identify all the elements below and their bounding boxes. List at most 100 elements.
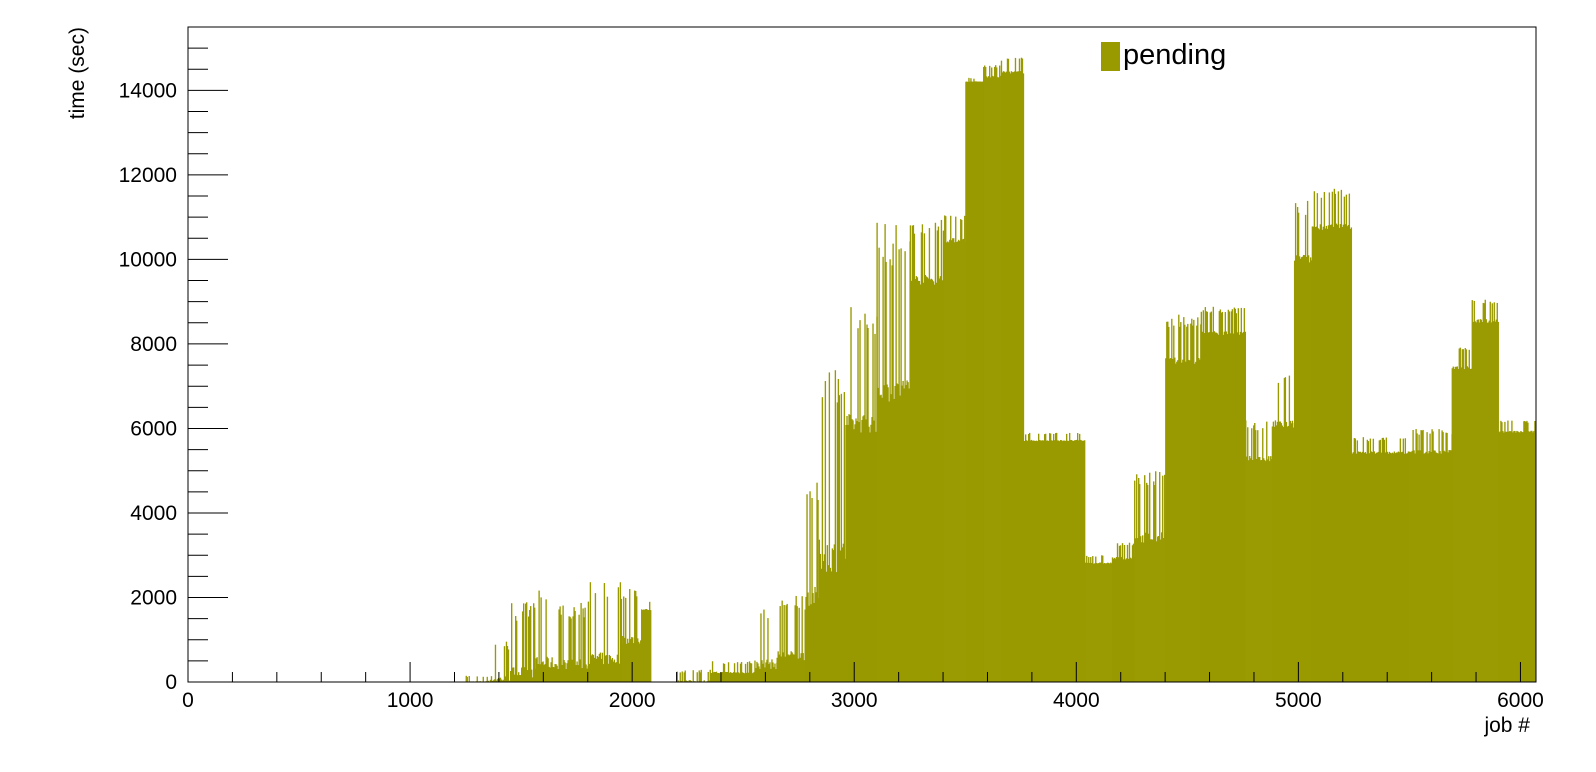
bar: [499, 677, 502, 682]
bar: [994, 66, 996, 683]
bar: [1168, 326, 1170, 682]
bar: [1055, 433, 1057, 682]
bar: [1254, 422, 1256, 682]
bar: [530, 606, 532, 682]
bar: [1250, 458, 1252, 682]
bar: [1426, 432, 1428, 682]
bar: [1230, 311, 1233, 682]
bar: [1510, 431, 1512, 682]
bar: [1348, 193, 1351, 683]
bar: [864, 313, 866, 682]
bar: [1013, 71, 1016, 682]
bar: [553, 667, 555, 682]
bar: [1129, 557, 1132, 682]
bar: [1387, 453, 1390, 682]
bar: [1117, 557, 1120, 682]
bar: [763, 609, 765, 682]
bar: [740, 662, 743, 682]
bar: [1173, 325, 1175, 682]
bar: [1163, 538, 1165, 682]
bar: [1214, 332, 1217, 682]
bar: [1470, 368, 1472, 682]
bar: [1069, 432, 1071, 682]
bar: [832, 550, 835, 682]
bar: [1464, 348, 1466, 682]
bar: [862, 416, 864, 682]
bar: [820, 568, 823, 682]
bar-segment: [1084, 555, 1113, 682]
bar: [1277, 382, 1280, 682]
bar: [547, 658, 549, 682]
bar: [1028, 433, 1030, 682]
bar: [1003, 71, 1006, 683]
bar: [1292, 427, 1295, 682]
bar: [554, 664, 556, 682]
bar: [1396, 452, 1399, 682]
bar: [1380, 452, 1383, 682]
bar: [1403, 453, 1406, 682]
bar: [1288, 375, 1291, 682]
bar: [634, 590, 636, 682]
bar: [1089, 562, 1091, 682]
bar: [921, 224, 924, 683]
legend-label-pending: pending: [1123, 39, 1226, 71]
bar: [1079, 433, 1081, 682]
bar: [853, 429, 855, 682]
bar: [1362, 437, 1365, 682]
bar: [775, 669, 777, 682]
bar: [1338, 227, 1341, 682]
bar: [1246, 456, 1248, 682]
bar: [1353, 438, 1356, 682]
bar: [1468, 349, 1470, 682]
bar: [1212, 306, 1215, 682]
bar: [1057, 440, 1059, 682]
bar: [1000, 75, 1002, 683]
bar: [972, 81, 974, 682]
plot-frame: [187, 26, 1537, 683]
bar-segment: [621, 589, 642, 682]
bar: [935, 282, 938, 682]
bar: [1473, 300, 1475, 682]
bar: [539, 664, 541, 682]
bar: [1140, 536, 1142, 682]
bar: [1107, 562, 1109, 682]
bar: [1504, 421, 1506, 682]
bar: [1134, 480, 1136, 682]
bar: [792, 654, 794, 682]
bar: [859, 320, 861, 682]
bar: [1121, 543, 1124, 682]
bar: [1018, 58, 1021, 683]
bar: [1106, 563, 1108, 682]
bar: [620, 598, 623, 682]
bar: [1477, 319, 1479, 682]
bar-segment: [754, 609, 778, 682]
bar: [1185, 361, 1187, 682]
bar: [1372, 438, 1375, 682]
bar: [1483, 303, 1485, 682]
bar: [827, 565, 830, 682]
bar: [1531, 430, 1533, 682]
bar: [1418, 434, 1420, 682]
bar: [1145, 532, 1147, 682]
bar: [1345, 194, 1348, 682]
bar: [1400, 452, 1403, 682]
bar: [1090, 557, 1092, 682]
bar: [502, 679, 505, 682]
bar: [858, 422, 860, 682]
bar: [1166, 321, 1168, 682]
bar: [1093, 563, 1095, 682]
bar: [849, 414, 851, 682]
bar: [1218, 311, 1221, 682]
bar: [967, 81, 969, 682]
bar: [1433, 450, 1435, 682]
bar: [1466, 366, 1468, 682]
bar: [677, 680, 679, 682]
bar: [625, 597, 627, 682]
bar: [756, 661, 758, 682]
bar: [612, 661, 615, 682]
bar: [1291, 420, 1294, 682]
bar: [1260, 460, 1262, 682]
bar: [938, 278, 941, 682]
bar: [786, 603, 788, 682]
bar: [1036, 440, 1038, 682]
